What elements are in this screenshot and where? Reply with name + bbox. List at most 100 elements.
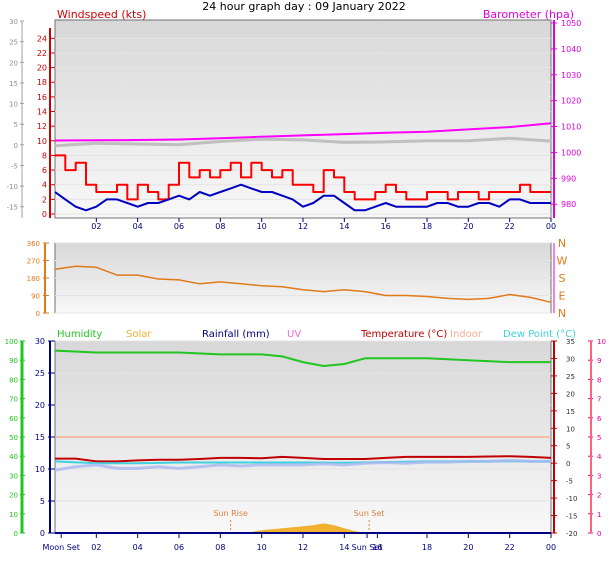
x-tick-label: 18 xyxy=(422,543,432,552)
windspeed-tick-label: 4 xyxy=(42,181,47,190)
outer-left-tick-label: -5 xyxy=(11,162,18,170)
outer-left-tick-label: -15 xyxy=(7,204,18,212)
compass-label: S xyxy=(559,272,566,285)
humidity-series xyxy=(54,349,551,367)
windspeed-tick-label: 10 xyxy=(37,137,47,146)
uv-tick-label: 0 xyxy=(597,530,601,538)
rainfall-tick-label: 10 xyxy=(35,465,45,474)
x-tick-label: 00 xyxy=(546,543,556,552)
x-tick-label: 18 xyxy=(422,222,432,231)
temperature-tick-label: -15 xyxy=(566,513,577,521)
windspeed-tick-label: 2 xyxy=(42,195,47,204)
x-tick-label: 16 xyxy=(381,222,391,231)
temperature-tick-label: 0 xyxy=(566,460,570,468)
rainfall-tick-label: 30 xyxy=(35,337,45,346)
compass-label: W xyxy=(557,255,568,268)
x-tick-label: 14 xyxy=(339,543,349,552)
uv-tick-label: 10 xyxy=(597,338,606,346)
humidity-tick-label: 90 xyxy=(9,357,18,365)
windspeed-tick-label: 18 xyxy=(37,78,47,87)
direction-tick-label: 0 xyxy=(36,310,40,318)
wind_avg-series xyxy=(54,183,551,212)
x-tick-label: 04 xyxy=(133,543,143,552)
windspeed-tick-label: 8 xyxy=(42,151,47,160)
sun-set-label: Sun Set xyxy=(354,509,385,518)
direction-tick-label: 90 xyxy=(31,293,40,301)
x-tick-label: 08 xyxy=(215,543,225,552)
barometer-tick-label: 1020 xyxy=(561,97,581,106)
x-tick-label: 10 xyxy=(257,222,267,231)
humidity-tick-label: 70 xyxy=(9,396,18,404)
sun-rise-label: Sun Rise xyxy=(213,509,248,518)
legend-item: Solar xyxy=(126,329,152,340)
windspeed-tick-label: 14 xyxy=(37,108,47,117)
barometer-tick-label: 990 xyxy=(561,174,576,183)
temperature-tick-label: -10 xyxy=(566,495,577,503)
legend-item: Rainfall (mm) xyxy=(202,329,270,340)
wind_gust-series xyxy=(55,154,551,201)
humidity-tick-label: 50 xyxy=(9,434,18,442)
humidity-tick-label: 40 xyxy=(9,453,18,461)
x-tick-label: 06 xyxy=(174,222,184,231)
chart-title: 24 hour graph day : 09 January 2022 xyxy=(202,0,406,13)
outer-left-tick-label: 5 xyxy=(14,121,18,129)
x-tick-label: 20 xyxy=(463,222,473,231)
barometer-axis-title: Barometer (hpa) xyxy=(483,8,574,21)
x-tick-label: 06 xyxy=(174,543,184,552)
temperature-tick-label: 20 xyxy=(566,390,575,398)
uv-tick-label: 7 xyxy=(597,396,601,404)
x-tick-label: Sun Set xyxy=(352,543,383,552)
wind-plot-area xyxy=(54,19,552,219)
humidity-tick-label: 100 xyxy=(5,338,18,346)
barometer-tick-label: 1040 xyxy=(561,45,581,54)
temperature-tick-label: 25 xyxy=(566,373,575,381)
compass-label: N xyxy=(558,307,566,320)
x-tick-label: 10 xyxy=(257,543,267,552)
rainfall-tick-label: 15 xyxy=(35,433,45,442)
barometer-tick-label: 980 xyxy=(561,200,576,209)
humidity-tick-label: 30 xyxy=(9,472,18,480)
indoor_gray-series xyxy=(54,136,552,148)
windspeed-tick-label: 20 xyxy=(37,64,47,73)
humidity-tick-label: 80 xyxy=(9,376,18,384)
windspeed-tick-label: 12 xyxy=(37,122,47,131)
rainfall-tick-label: 25 xyxy=(35,369,45,378)
temperature-tick-label: -20 xyxy=(566,530,577,538)
compass-label: E xyxy=(559,290,566,303)
legend-item: UV xyxy=(287,329,301,340)
temperature-tick-label: 10 xyxy=(566,425,575,433)
uv-tick-label: 4 xyxy=(597,453,602,461)
x-tick-label: 02 xyxy=(91,543,101,552)
barometer-tick-label: 1030 xyxy=(561,71,581,80)
outer-left-tick-label: 15 xyxy=(9,80,18,88)
uv-tick-label: 6 xyxy=(597,415,602,423)
compass-label: N xyxy=(558,237,566,250)
windspeed-axis-title: Windspeed (kts) xyxy=(57,8,146,21)
temperature-tick-label: 35 xyxy=(566,338,575,346)
windspeed-tick-label: 24 xyxy=(37,34,47,43)
x-tick-label: 12 xyxy=(298,222,308,231)
x-tick-label: Moon Set xyxy=(42,543,79,552)
x-tick-label: 04 xyxy=(133,222,143,231)
outer-left-tick-label: 30 xyxy=(9,18,18,26)
legend-item: Temperature (°C) xyxy=(360,329,447,340)
uv-tick-label: 5 xyxy=(597,434,601,442)
uv-tick-label: 9 xyxy=(597,357,601,365)
barometer-tick-label: 1000 xyxy=(561,148,581,157)
x-tick-label: 22 xyxy=(505,543,515,552)
barometer-tick-label: 1010 xyxy=(561,123,581,132)
rainfall-tick-label: 5 xyxy=(40,497,45,506)
solar-series xyxy=(251,523,365,533)
windspeed-tick-label: 0 xyxy=(42,210,47,219)
direction-series xyxy=(54,265,552,304)
x-tick-label: 14 xyxy=(339,222,349,231)
legend-item: Humidity xyxy=(57,329,102,340)
direction-tick-label: 270 xyxy=(27,258,40,266)
x-tick-label: 20 xyxy=(463,543,473,552)
x-tick-label: 16 xyxy=(372,543,382,552)
x-tick-label: 02 xyxy=(91,222,101,231)
windspeed-tick-label: 22 xyxy=(37,49,47,58)
windspeed-tick-label: 6 xyxy=(42,166,47,175)
uv-tick-label: 1 xyxy=(597,511,601,519)
